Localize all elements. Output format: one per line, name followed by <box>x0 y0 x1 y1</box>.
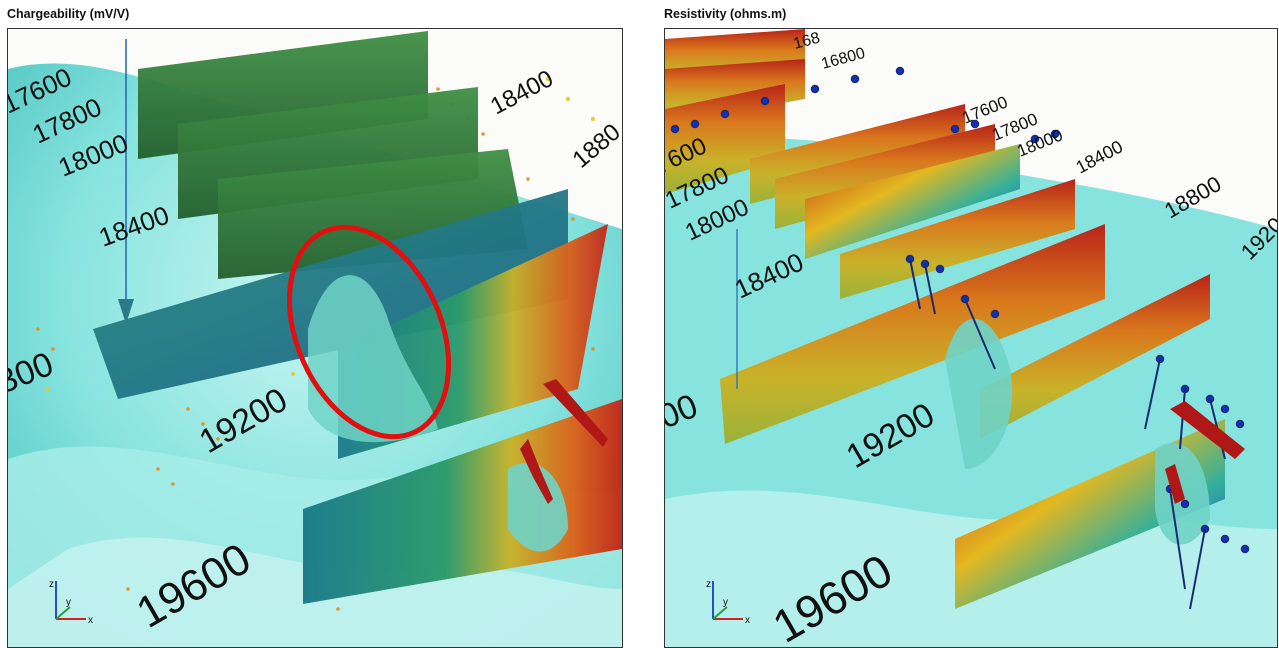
axis-z-label: z <box>706 579 711 590</box>
axis-x-label: x <box>88 615 93 626</box>
axis-z-label: z <box>49 579 54 590</box>
axis-triad: z y x <box>706 579 750 626</box>
left-panel-title: Chargeability (mV/V) <box>7 7 130 21</box>
resistivity-scene: 168 16800 17600 17800 18000 18400 7600 1… <box>665 29 1277 647</box>
resistivity-view[interactable]: 168 16800 17600 17800 18000 18400 7600 1… <box>664 28 1278 648</box>
line-label: 168 <box>792 30 822 53</box>
axis-y-label: y <box>66 597 71 608</box>
axis-y-label: y <box>723 597 728 608</box>
chargeability-scene: 17600 17800 18000 18400 18400 1880 300 1… <box>8 31 622 647</box>
line-label: 18400 <box>1072 136 1126 177</box>
line-label: 1880 <box>568 119 622 174</box>
highlight-ellipse <box>286 224 452 440</box>
axis-x-label: x <box>745 615 750 626</box>
right-panel-title: Resistivity (ohms.m) <box>664 7 787 21</box>
axis-triad: z y x <box>49 579 93 626</box>
line-label: 18400 <box>486 65 558 120</box>
line-label: 16800 <box>820 45 867 73</box>
chargeability-view[interactable]: 17600 17800 18000 18400 18400 1880 300 1… <box>7 28 623 648</box>
